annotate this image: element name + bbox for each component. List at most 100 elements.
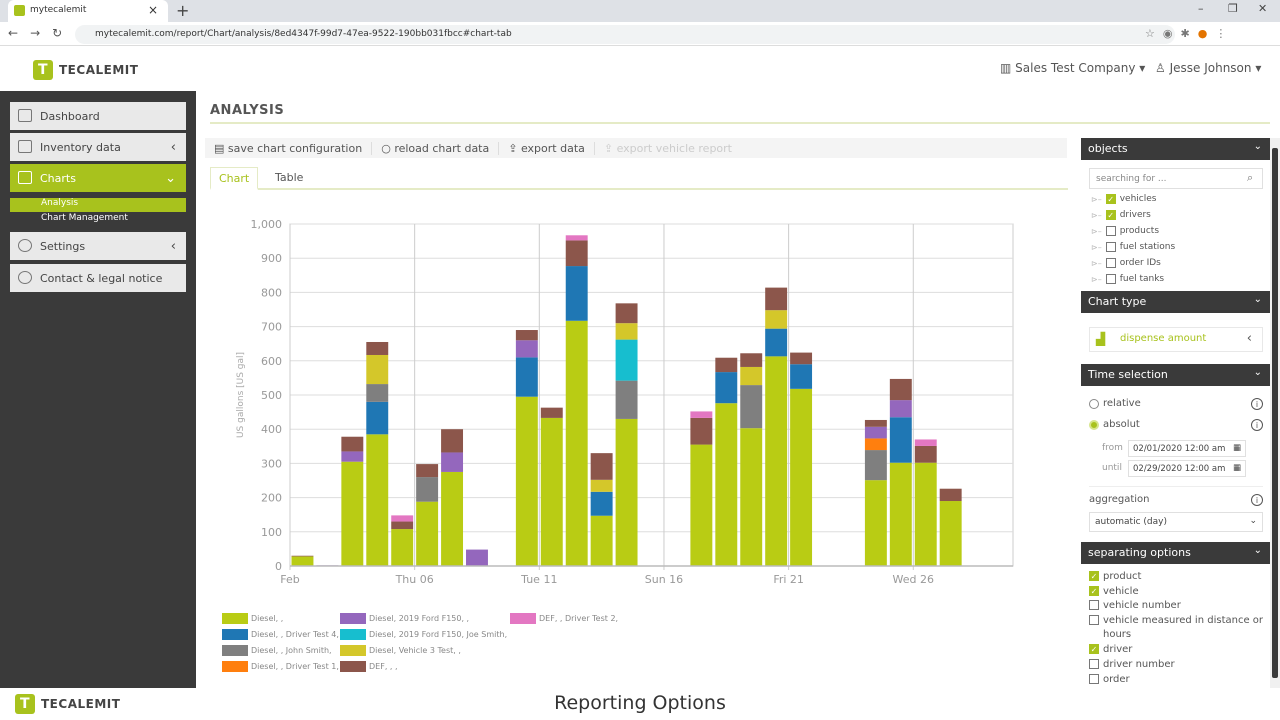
close-window-icon[interactable]: ✕	[1258, 2, 1268, 15]
minimize-icon[interactable]: –	[1198, 2, 1204, 15]
legend-item[interactable]: DEF, , ,	[340, 661, 398, 672]
legend-label: Diesel, , John Smith,	[251, 646, 332, 655]
legend-label: DEF, , ,	[369, 662, 398, 671]
bar-segment	[740, 428, 763, 566]
checkbox[interactable]	[1105, 274, 1116, 284]
legend-item[interactable]: Diesel, ,	[222, 613, 283, 624]
sidebar-item-settings[interactable]: Settings ‹	[10, 232, 186, 260]
sidebar-item-inventory[interactable]: Inventory data ‹	[10, 133, 186, 161]
sidebar-item-contact[interactable]: Contact & legal notice	[10, 264, 186, 292]
checkbox[interactable]: ✓	[1089, 585, 1099, 596]
scrollbar-thumb[interactable]	[1272, 148, 1278, 678]
browser-tab[interactable]: mytecalemit ×	[8, 0, 168, 22]
close-tab-icon[interactable]: ×	[147, 3, 158, 17]
object-item[interactable]: ⊳– products	[1091, 226, 1159, 236]
save-config-button[interactable]: ▤ save chart configuration	[205, 141, 373, 155]
search-icon[interactable]: ⌕	[1247, 171, 1254, 184]
calendar-icon[interactable]: ▦	[1232, 443, 1241, 453]
checkbox[interactable]	[1105, 226, 1116, 236]
puzzle-icon[interactable]: ✱	[1180, 27, 1198, 40]
bar-segment	[889, 417, 912, 463]
relative-radio[interactable]: relative	[1089, 398, 1141, 409]
time-selection-header[interactable]: Time selection ⌄	[1081, 364, 1270, 386]
separating-option[interactable]: ✓ product	[1089, 570, 1264, 584]
user-menu[interactable]: ♙ Jesse Johnson ▾	[1155, 61, 1262, 75]
legend-item[interactable]: DEF, , Driver Test 2,	[510, 613, 618, 624]
export-vehicle-label: export vehicle report	[616, 141, 732, 155]
legend-item[interactable]: Diesel, , Driver Test 4,	[222, 629, 339, 640]
info-icon[interactable]: i	[1251, 494, 1263, 506]
calendar-icon[interactable]: ▦	[1232, 463, 1241, 473]
sidebar-item-dashboard[interactable]: Dashboard	[10, 102, 186, 130]
bar-segment	[740, 366, 763, 386]
reload-data-button[interactable]: ○ reload chart data	[372, 141, 500, 155]
checkbox[interactable]	[1089, 658, 1099, 669]
company-selector[interactable]: ▥ Sales Test Company ▾	[1000, 61, 1146, 75]
profile-icon[interactable]: ●	[1197, 27, 1216, 40]
checkbox[interactable]	[1105, 242, 1116, 252]
company-name: Sales Test Company	[1015, 61, 1136, 75]
until-date-input[interactable]: 02/29/2020 12:00 am ▦	[1128, 460, 1246, 477]
aggregation-select[interactable]: automatic (day) ⌄	[1089, 512, 1263, 532]
legend-item[interactable]: Diesel, Vehicle 3 Test, ,	[340, 645, 461, 656]
legend-item[interactable]: Diesel, 2019 Ford F150, ,	[340, 613, 469, 624]
checkbox[interactable]	[1089, 673, 1099, 684]
separating-option[interactable]: ✓ driver	[1089, 643, 1264, 657]
legend-item[interactable]: Diesel, , John Smith,	[222, 645, 332, 656]
object-item[interactable]: ⊳– fuel tanks	[1091, 274, 1164, 284]
sidebar-subitem-chart-management[interactable]: Chart Management	[41, 213, 128, 223]
url-field[interactable]: mytecalemit.com/report/Chart/analysis/8e…	[75, 25, 1175, 44]
new-tab-button[interactable]: +	[176, 1, 190, 20]
checkbox[interactable]	[1089, 600, 1099, 611]
nav-buttons[interactable]: ←→↻	[8, 26, 74, 40]
legend-item[interactable]: Diesel, , Driver Test 1,	[222, 661, 339, 672]
back-icon[interactable]: ←	[8, 26, 31, 40]
separating-option[interactable]: driver number	[1089, 658, 1264, 672]
objects-header[interactable]: objects ⌄	[1081, 138, 1270, 160]
info-icon[interactable]: i	[1251, 419, 1263, 431]
info-icon[interactable]: i	[1251, 398, 1263, 410]
bar-segment	[790, 388, 813, 566]
sidebar-subitem-analysis[interactable]: Analysis	[10, 198, 186, 212]
forward-icon[interactable]: →	[30, 26, 53, 40]
checkbox[interactable]	[1089, 615, 1099, 626]
checkbox[interactable]: ✓	[1089, 571, 1099, 581]
legend-item[interactable]: Diesel, 2019 Ford F150, Joe Smith,	[340, 629, 507, 640]
checkbox[interactable]: ✓	[1105, 210, 1116, 220]
export-data-button[interactable]: ⇪ export data	[499, 141, 595, 155]
object-search-input[interactable]: searching for ...	[1089, 168, 1263, 189]
legend-label: Diesel, Vehicle 3 Test, ,	[369, 646, 461, 655]
extension-icon[interactable]: ◉	[1162, 27, 1181, 40]
restore-icon[interactable]: ❐	[1228, 2, 1238, 15]
logo[interactable]: T TECALEMIT	[33, 60, 138, 80]
separating-option[interactable]: ✓ vehicle	[1089, 585, 1264, 599]
menu-icon[interactable]: ⋮	[1215, 27, 1235, 40]
export-vehicle-report-button[interactable]: ⇪ export vehicle report	[595, 142, 741, 155]
info-icon	[18, 271, 32, 284]
bar-segment	[864, 419, 887, 427]
object-item[interactable]: ⊳– ✓ drivers	[1091, 210, 1151, 220]
chart-type-selector[interactable]: ▟ dispense amount ‹	[1089, 327, 1263, 352]
y-tick-label: 800	[261, 286, 282, 299]
object-item[interactable]: ⊳– order IDs	[1091, 258, 1161, 268]
checkbox[interactable]	[1105, 258, 1116, 268]
from-date-input[interactable]: 02/01/2020 12:00 am ▦	[1128, 440, 1246, 457]
extension-icons[interactable]: ☆◉✱●⋮	[1145, 27, 1234, 40]
object-item[interactable]: ⊳– fuel stations	[1091, 242, 1175, 252]
star-icon[interactable]: ☆	[1145, 27, 1163, 40]
tab-chart[interactable]: Chart	[210, 167, 259, 190]
sidebar-item-charts[interactable]: Charts ⌄	[10, 164, 186, 192]
reload-icon[interactable]: ↻	[52, 26, 75, 40]
checkbox[interactable]: ✓	[1105, 194, 1116, 204]
separating-option[interactable]: vehicle measured in distance or hours	[1089, 614, 1264, 642]
separating-options-header[interactable]: separating options ⌄	[1081, 542, 1270, 564]
export-label: export data	[520, 141, 585, 155]
separating-option[interactable]: vehicle number	[1089, 599, 1264, 613]
checkbox[interactable]: ✓	[1089, 644, 1099, 655]
tab-table[interactable]: Table	[275, 171, 304, 184]
bar-segment	[341, 461, 364, 566]
object-item[interactable]: ⊳– ✓ vehicles	[1091, 194, 1156, 204]
chart-type-header[interactable]: Chart type ⌄	[1081, 291, 1270, 313]
separating-option[interactable]: order	[1089, 673, 1264, 687]
absolut-radio[interactable]: absolut	[1089, 419, 1140, 430]
